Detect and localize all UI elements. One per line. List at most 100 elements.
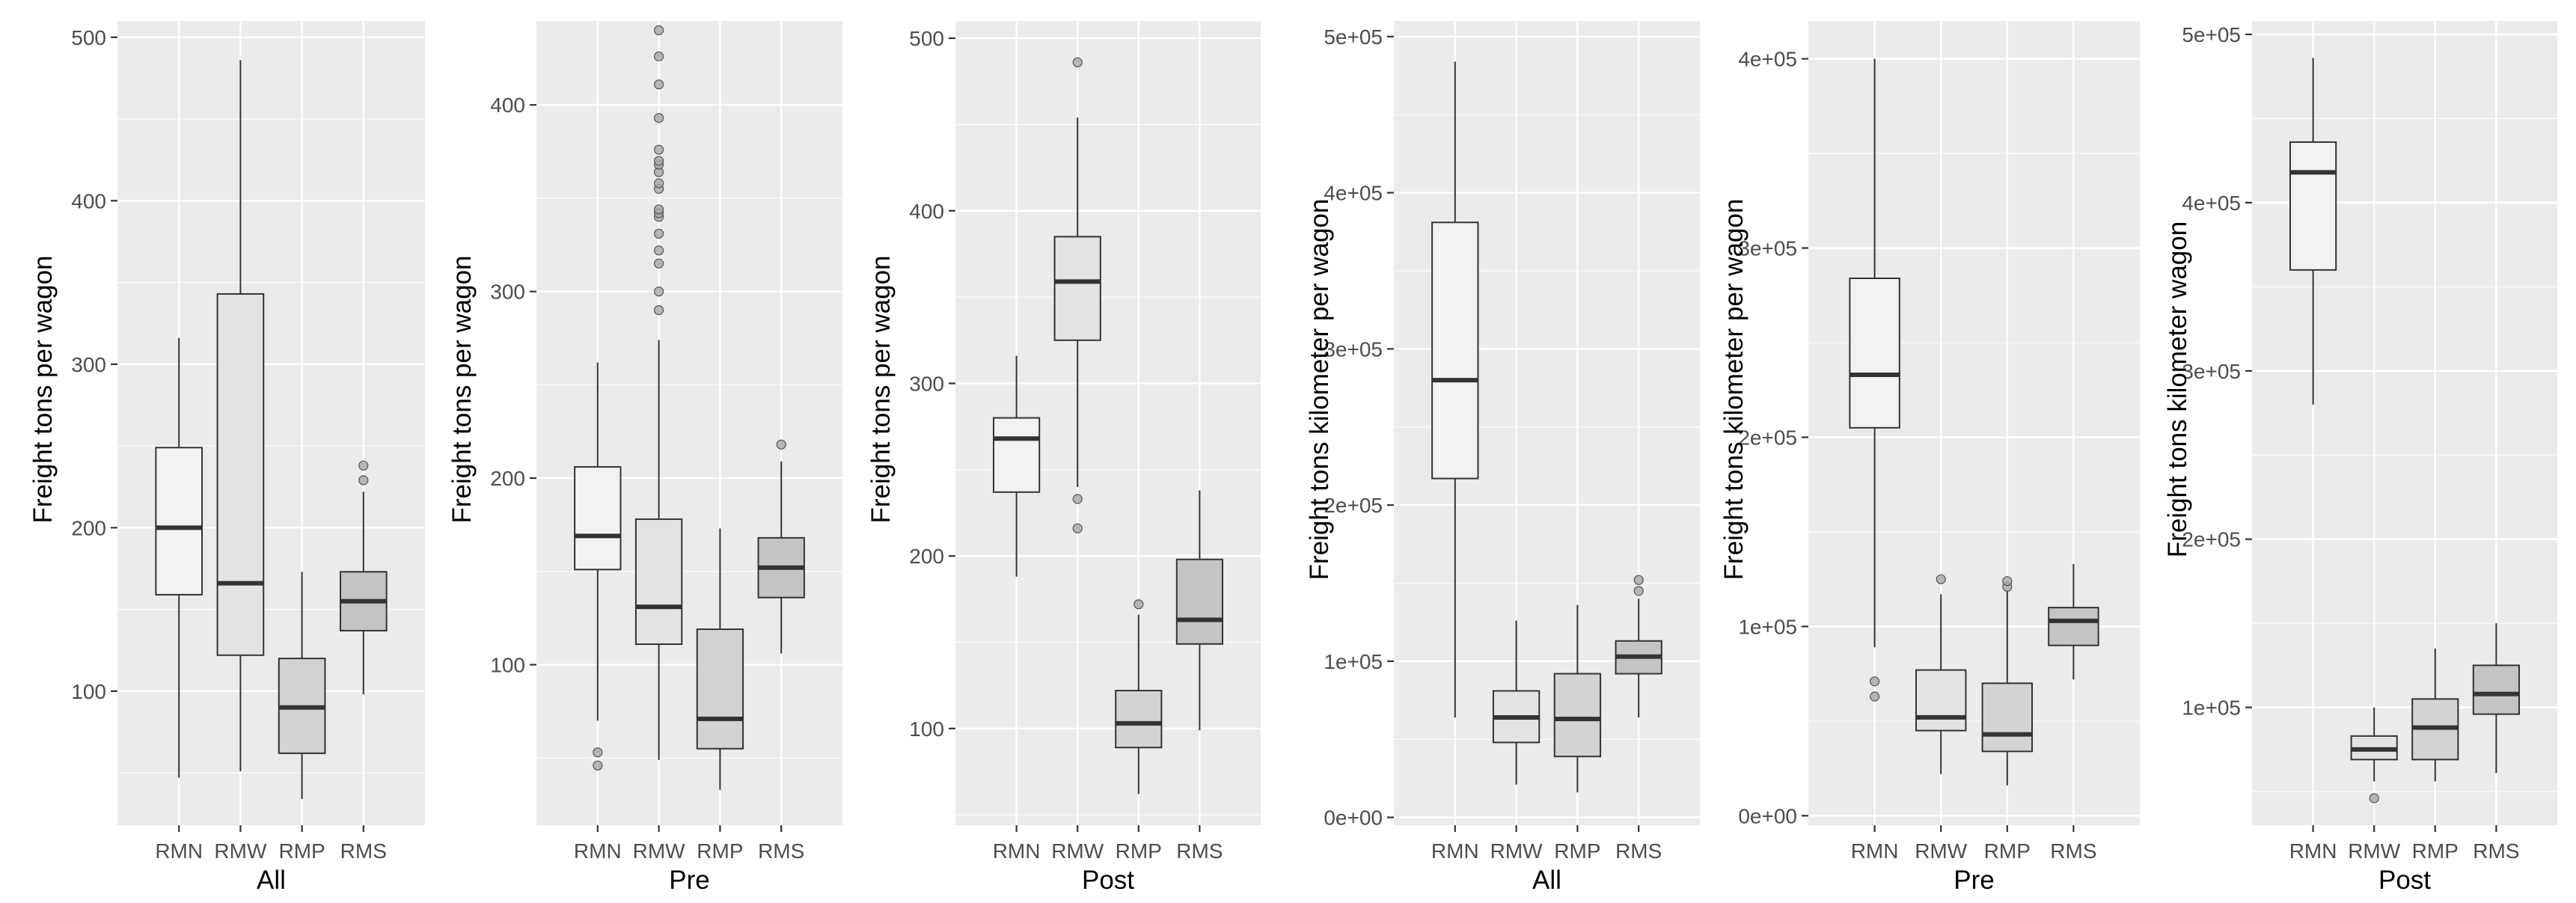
y-axis-title: Freight tons kilometer per wagon [1305, 199, 1334, 581]
box-rms [1615, 575, 1662, 717]
outlier-point [653, 79, 664, 90]
panel-6: 1e+05 2e+05 3e+05 4e+05 5e+05 RMN RMW RMP RMS Pos… [2163, 21, 2557, 895]
outlier-point [653, 178, 664, 189]
box-rmp [1115, 599, 1163, 795]
outlier-point [653, 245, 664, 256]
box-rmw [1053, 57, 1101, 533]
box-rmw [1915, 574, 1967, 774]
x-tick-label: RMW [1490, 839, 1544, 863]
x-tick-label: RMS [1615, 839, 1662, 863]
x-tick-label: RMN [2289, 839, 2337, 863]
outlier-point [1633, 575, 1644, 585]
iqr-box [1849, 278, 1900, 429]
outlier-point [2002, 576, 2013, 587]
outlier-point [653, 204, 664, 215]
x-tick-label: RMS [758, 839, 804, 863]
y-tick-label: 200 [909, 545, 944, 568]
outlier-point [653, 305, 664, 316]
x-tick-label: RMS [2473, 839, 2519, 863]
outlier-point [1072, 494, 1083, 504]
outlier-point [1072, 523, 1083, 533]
box-rms [2048, 563, 2099, 680]
y-tick-label: 2e+05 [1738, 426, 1797, 449]
box-rmn [993, 355, 1041, 577]
panel-3: 100 200 300 400 500 RMN RMW RMP RMS Post Freight t… [866, 21, 1261, 895]
iqr-box [1115, 690, 1163, 749]
y-tick-label: 1e+05 [1324, 650, 1383, 673]
outlier-point [653, 113, 664, 123]
x-tick-label: RMN [155, 839, 203, 863]
outlier-point [593, 760, 603, 771]
box-rmn [2289, 58, 2337, 405]
box-rms [757, 439, 805, 654]
y-tick-label: 2e+05 [1324, 494, 1383, 517]
x-axis-title: Post [2378, 866, 2431, 895]
x-tick-label: RMP [278, 839, 325, 863]
x-tick-label: RMW [1915, 839, 1968, 863]
x-tick-label: RMN [574, 839, 622, 863]
iqr-box [1431, 221, 1479, 480]
y-axis-title: Freight tons kilometer per wagon [1719, 199, 1749, 581]
outlier-point [1936, 574, 1946, 584]
outlier-point [1072, 57, 1083, 67]
outlier-point [653, 156, 664, 166]
y-tick-label: 400 [909, 200, 944, 223]
y-tick-label: 4e+05 [2182, 192, 2241, 215]
plot-background [536, 21, 842, 825]
x-tick-label: RMN [1851, 839, 1899, 863]
x-tick-label: RMW [1051, 839, 1104, 863]
box-rmw [634, 25, 683, 760]
box-rmw [216, 60, 265, 771]
iqr-box [574, 466, 622, 571]
x-tick-label: RMS [2050, 839, 2096, 863]
outlier-point [358, 475, 369, 486]
x-tick-label: RMS [1176, 839, 1223, 863]
x-tick-label: RMW [633, 839, 686, 863]
y-tick-label: 100 [909, 717, 944, 741]
x-tick-label: RMS [340, 839, 387, 863]
y-tick-label: 200 [71, 516, 106, 539]
iqr-box [1915, 669, 1967, 732]
box-rmw [1492, 620, 1541, 785]
x-axis-title: Pre [1954, 866, 1994, 895]
y-tick-label: 4e+05 [1324, 182, 1383, 205]
y-axis-title: Freight tons per wagon [866, 256, 896, 524]
iqr-box [216, 293, 265, 656]
y-axis-title: Freight tons kilometer wagon [2163, 221, 2192, 557]
iqr-box [1981, 682, 2034, 753]
x-axis-title: Post [1082, 866, 1134, 895]
x-tick-label: RMW [214, 839, 267, 863]
outlier-point [358, 460, 369, 471]
plot-background [117, 21, 425, 825]
box-rmp [1981, 576, 2034, 786]
outlier-point [776, 439, 786, 450]
outlier-point [1870, 691, 1880, 702]
x-axis-title: All [257, 866, 286, 895]
x-tick-label: RMP [1554, 839, 1600, 863]
iqr-box [696, 628, 744, 750]
outlier-point [1870, 676, 1880, 687]
iqr-box [155, 447, 204, 596]
y-axis-title: Freight tons per wagon [28, 256, 58, 524]
y-tick-label: 300 [909, 372, 944, 395]
y-tick-label: 3e+05 [2182, 360, 2241, 383]
x-tick-label: RMW [2348, 839, 2401, 863]
box-rmw [2350, 707, 2398, 803]
x-axis-title: Pre [669, 866, 709, 895]
x-axis-title: All [1532, 866, 1561, 895]
outlier-point [653, 228, 664, 239]
y-tick-label: 4e+05 [1738, 48, 1797, 71]
box-rmn [155, 337, 204, 778]
x-tick-label: RMP [697, 839, 743, 863]
iqr-box [2048, 607, 2099, 646]
x-tick-label: RMP [2412, 839, 2459, 863]
box-rmp [278, 572, 326, 800]
y-tick-label: 3e+05 [1738, 237, 1797, 260]
box-rmn [1431, 61, 1479, 717]
outlier-point [593, 747, 603, 758]
y-tick-label: 5e+05 [2182, 23, 2241, 46]
x-tick-label: RMP [1984, 839, 2031, 863]
y-tick-label: 1e+05 [1738, 615, 1797, 638]
box-rms [1175, 490, 1224, 731]
